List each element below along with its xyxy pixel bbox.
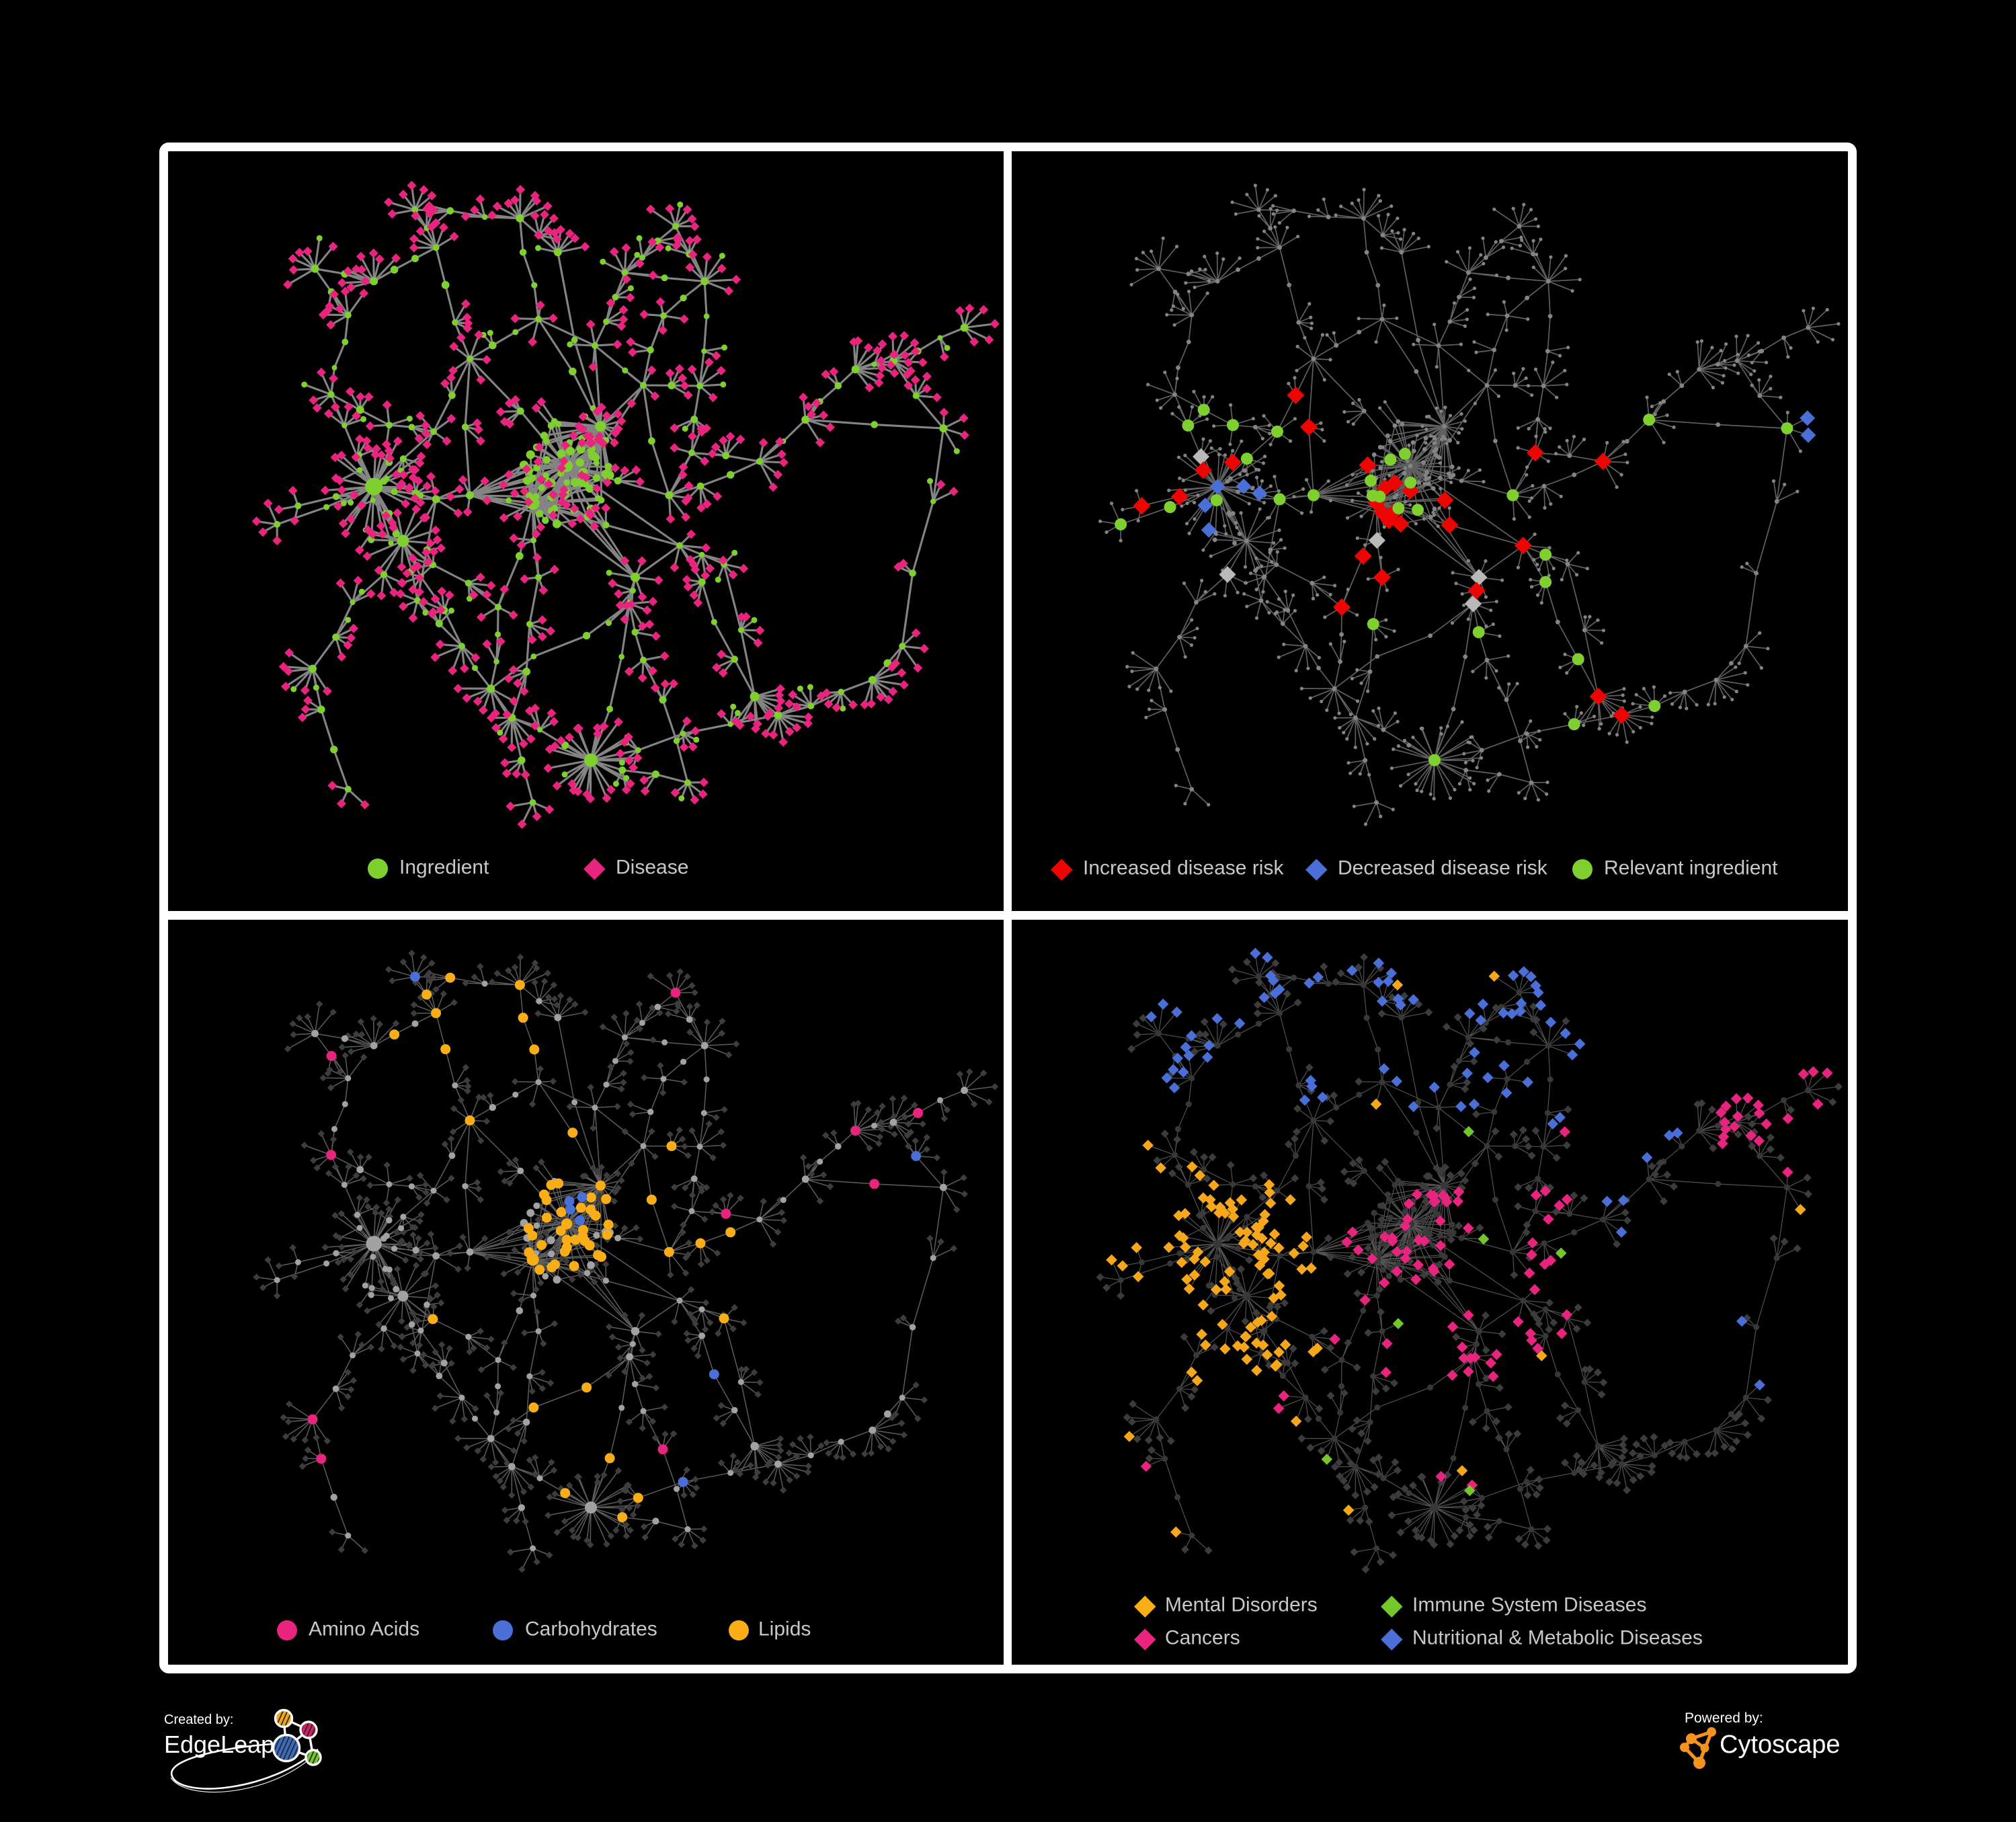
svg-text:EdgeLeap: EdgeLeap [164,1731,274,1758]
svg-text:Powered by:: Powered by: [1685,1710,1763,1726]
svg-text:Cytoscape: Cytoscape [1720,1731,1841,1759]
svg-text:Created by:: Created by: [164,1712,233,1727]
